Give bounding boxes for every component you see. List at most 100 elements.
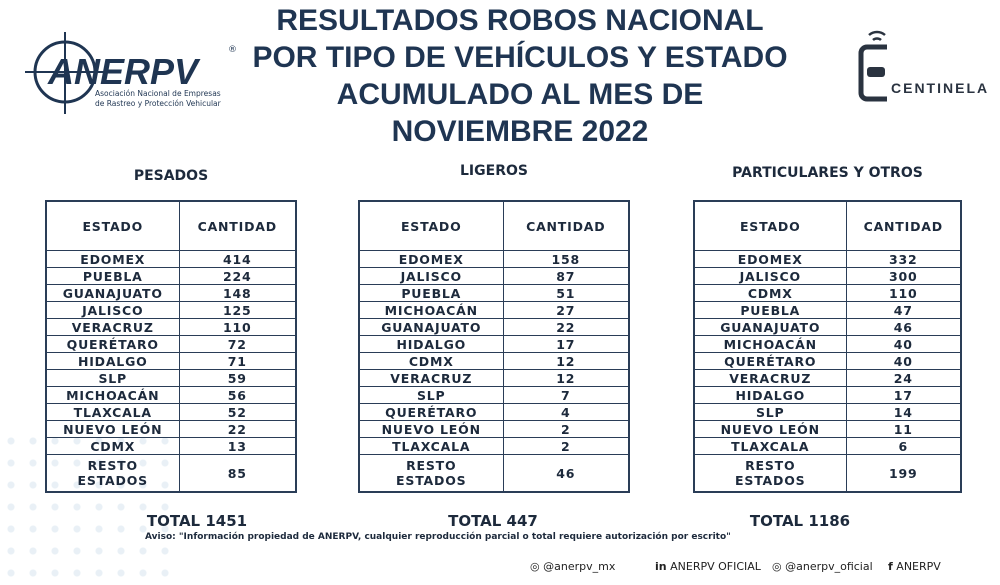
row: QUERÉTARO 4 <box>358 403 630 421</box>
row: JALISCO 125 <box>45 301 297 319</box>
quantity-cell: 7 <box>502 386 630 404</box>
row: SLP 59 <box>45 369 297 387</box>
row: VERACRUZ 12 <box>358 369 630 387</box>
quantity-cell: 40 <box>845 352 962 370</box>
logo-subtitle: Asociación Nacional de Empresas <box>95 89 221 98</box>
row: TLAXCALA 52 <box>45 403 297 421</box>
row: MICHOACÁN 40 <box>693 335 962 353</box>
footer-text: ANERPV OFICIAL <box>670 560 761 573</box>
quantity-cell: 56 <box>178 386 297 404</box>
row: CDMX 12 <box>358 352 630 370</box>
quantity-cell: 4 <box>502 403 630 421</box>
state-cell: HIDALGO <box>45 352 180 370</box>
quantity-cell: 14 <box>845 403 962 421</box>
quantity-cell: 2 <box>502 420 630 438</box>
footer-text: ANERPV <box>896 560 941 573</box>
state-cell: JALISCO <box>45 301 180 319</box>
data-table: ESTADO CANTIDAD EDOMEX 414 PUEBLA 224 GUANAJUA… <box>45 200 297 493</box>
quantity-cell: 6 <box>845 437 962 455</box>
quantity-cell: 52 <box>178 403 297 421</box>
footer-item: in ANERPV OFICIAL <box>655 560 761 573</box>
state-cell: SLP <box>45 369 180 387</box>
state-cell: RESTO ESTADOS <box>45 454 180 493</box>
state-cell: GUANAJUATO <box>693 318 847 336</box>
title-line: NOVIEMBRE 2022 <box>391 115 649 148</box>
data-table: ESTADO CANTIDAD EDOMEX 158 JALISCO 87 PUEBLA 51… <box>358 200 630 493</box>
row: JALISCO 300 <box>693 267 962 285</box>
table-body: ESTADO CANTIDAD EDOMEX 332 JALISCO 300 CDMX 110… <box>693 200 962 493</box>
quantity-cell: 46 <box>845 318 962 336</box>
quantity-cell: 199 <box>845 454 962 493</box>
state-cell: GUANAJUATO <box>358 318 504 336</box>
state-cell: NUEVO LEÓN <box>358 420 504 438</box>
state-cell: CDMX <box>45 437 180 455</box>
row: HIDALGO 17 <box>693 386 962 404</box>
footer-text: @anerpv_oficial <box>785 560 873 573</box>
quantity-cell: 414 <box>178 250 297 268</box>
row: TLAXCALA 6 <box>693 437 962 455</box>
state-cell: SLP <box>358 386 504 404</box>
quantity-cell: 11 <box>845 420 962 438</box>
row: NUEVO LEÓN 11 <box>693 420 962 438</box>
logo-name: ANERPV <box>47 51 201 92</box>
row: VERACRUZ 24 <box>693 369 962 387</box>
header-cell: CANTIDAD <box>178 200 297 251</box>
header-cell: CANTIDAD <box>502 200 630 251</box>
row: SLP 7 <box>358 386 630 404</box>
state-cell: CDMX <box>693 284 847 302</box>
state-cell: EDOMEX <box>358 250 504 268</box>
state-cell: TLAXCALA <box>358 437 504 455</box>
footer-item: f ANERPV <box>888 560 941 573</box>
row: PUEBLA 51 <box>358 284 630 302</box>
row: VERACRUZ 110 <box>45 318 297 336</box>
quantity-cell: 72 <box>178 335 297 353</box>
row: MICHOACÁN 56 <box>45 386 297 404</box>
row: PUEBLA 47 <box>693 301 962 319</box>
state-cell: VERACRUZ <box>693 369 847 387</box>
state-cell: NUEVO LEÓN <box>45 420 180 438</box>
notice: Aviso: "Información propiedad de ANERPV,… <box>145 532 731 542</box>
state-cell: RESTO ESTADOS <box>693 454 847 493</box>
title-line: POR TIPO DE VEHÍCULOS Y ESTADO <box>252 41 788 74</box>
row: RESTO ESTADOS 199 <box>693 454 962 493</box>
logo-signal <box>868 30 886 42</box>
title-line: ACUMULADO AL MES DE <box>336 78 704 111</box>
header-cell: ESTADO <box>45 200 180 251</box>
quantity-cell: 12 <box>502 369 630 387</box>
anerpv-logo: ANERPV ® Asociación Nacional de Empresas… <box>25 32 237 114</box>
total: TOTAL 1186 <box>749 512 851 530</box>
state-cell: GUANAJUATO <box>45 284 180 302</box>
quantity-cell: 59 <box>178 369 297 387</box>
quantity-cell: 71 <box>178 352 297 370</box>
quantity-cell: 110 <box>845 284 962 302</box>
state-cell: MICHOACÁN <box>693 335 847 353</box>
quantity-cell: 24 <box>845 369 962 387</box>
row: PUEBLA 224 <box>45 267 297 285</box>
quantity-cell: 17 <box>502 335 630 353</box>
row: GUANAJUATO 148 <box>45 284 297 302</box>
state-cell: HIDALGO <box>358 335 504 353</box>
row: QUERÉTARO 40 <box>693 352 962 370</box>
logo-subtitle: de Rastreo y Protección Vehicular <box>95 99 222 108</box>
quantity-cell: 85 <box>178 454 297 493</box>
state-cell: NUEVO LEÓN <box>693 420 847 438</box>
quantity-cell: 17 <box>845 386 962 404</box>
logo-c <box>858 44 887 102</box>
row: NUEVO LEÓN 22 <box>45 420 297 438</box>
state-cell: JALISCO <box>358 267 504 285</box>
section-title: PESADOS <box>133 168 209 184</box>
quantity-cell: 22 <box>502 318 630 336</box>
header-row: ESTADO CANTIDAD <box>693 200 962 251</box>
table-body: ESTADO CANTIDAD EDOMEX 414 PUEBLA 224 GUANAJUA… <box>45 200 297 493</box>
section-title: PARTICULARES Y OTROS <box>732 165 923 181</box>
data-table: ESTADO CANTIDAD EDOMEX 332 JALISCO 300 CDMX 110… <box>693 200 962 493</box>
state-cell: QUERÉTARO <box>45 335 180 353</box>
footer-item: ◎ @anerpv_oficial <box>772 560 873 573</box>
logo-car <box>867 67 885 77</box>
state-cell: VERACRUZ <box>45 318 180 336</box>
state-cell: JALISCO <box>693 267 847 285</box>
quantity-cell: 40 <box>845 335 962 353</box>
quantity-cell: 47 <box>845 301 962 319</box>
title-line: RESULTADOS ROBOS NACIONAL <box>276 4 764 37</box>
state-cell: SLP <box>693 403 847 421</box>
